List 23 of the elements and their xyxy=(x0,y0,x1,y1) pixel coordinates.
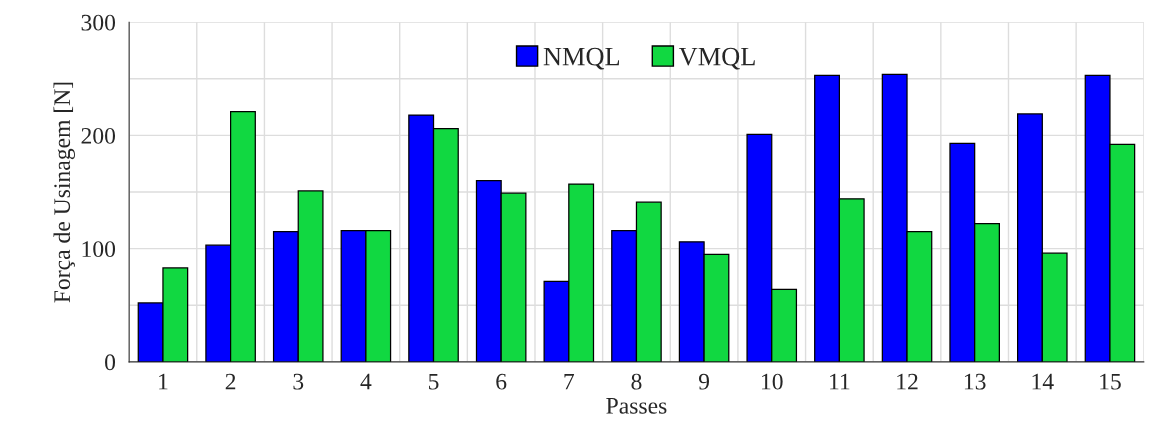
x-tick-label: 10 xyxy=(762,373,783,390)
x-tick-label: 9 xyxy=(698,373,710,390)
y-tick-label: 200 xyxy=(81,127,116,144)
y-tick-label: 100 xyxy=(82,241,116,258)
legend-label: NMQL xyxy=(543,47,620,70)
x-tick-label: 12 xyxy=(897,373,918,390)
x-tick-label: 4 xyxy=(360,373,372,390)
x-tick-label: 15 xyxy=(1100,373,1121,390)
x-axis-title: Passes xyxy=(606,398,667,414)
x-tick-label: 8 xyxy=(631,373,642,390)
y-tick-label: 300 xyxy=(81,14,116,31)
x-tick-label: 6 xyxy=(496,373,507,390)
x-tick-label: 1 xyxy=(159,373,168,390)
x-tick-label: 5 xyxy=(429,373,439,390)
x-tick-label: 14 xyxy=(1032,373,1054,390)
x-tick-label: 13 xyxy=(964,373,986,390)
y-tick-label: 0 xyxy=(105,354,116,371)
x-tick-label: 11 xyxy=(830,373,850,390)
x-tick-label: 2 xyxy=(225,373,236,390)
y-axis-title: Força de Usinagem [N] xyxy=(53,82,75,303)
legend-label: VMQL xyxy=(678,47,755,70)
x-tick-label: 7 xyxy=(564,373,575,390)
x-tick-label: 3 xyxy=(293,373,304,390)
